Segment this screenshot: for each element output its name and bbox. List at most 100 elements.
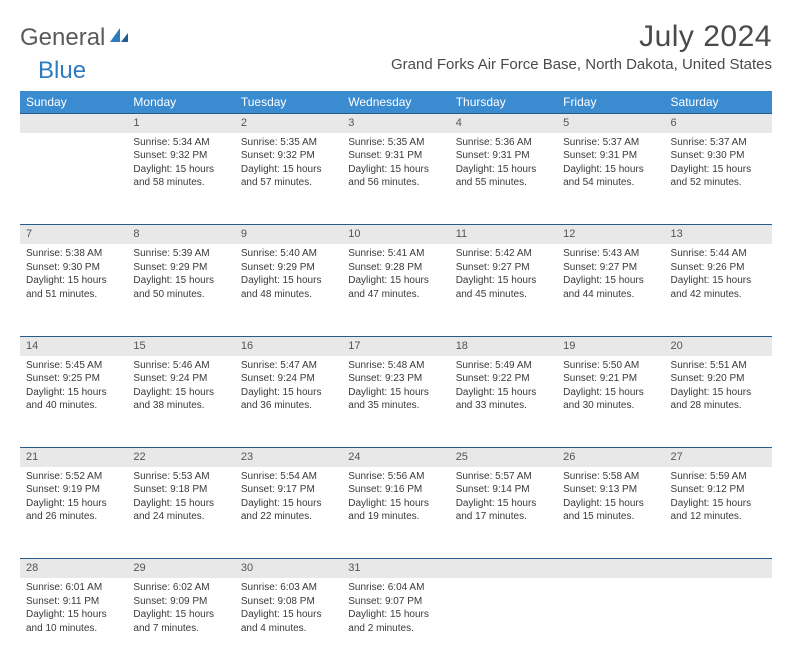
daylight-line: Daylight: 15 hours and 15 minutes.	[563, 497, 658, 524]
sunrise-line: Sunrise: 6:02 AM	[133, 581, 228, 595]
day-number-cell: 8	[127, 225, 234, 244]
day-number-cell: 5	[557, 114, 664, 133]
daylight-line: Daylight: 15 hours and 28 minutes.	[671, 386, 766, 413]
sunrise-line: Sunrise: 5:56 AM	[348, 470, 443, 484]
sunrise-line: Sunrise: 5:44 AM	[671, 247, 766, 261]
sunset-line: Sunset: 9:27 PM	[456, 261, 551, 275]
sunrise-line: Sunrise: 5:59 AM	[671, 470, 766, 484]
daylight-line: Daylight: 15 hours and 4 minutes.	[241, 608, 336, 635]
day-detail-cell: Sunrise: 5:36 AMSunset: 9:31 PMDaylight:…	[450, 133, 557, 225]
weekday-header: Friday	[557, 91, 664, 114]
week-detail-row: Sunrise: 5:38 AMSunset: 9:30 PMDaylight:…	[20, 244, 772, 336]
sunset-line: Sunset: 9:17 PM	[241, 483, 336, 497]
week-detail-row: Sunrise: 5:34 AMSunset: 9:32 PMDaylight:…	[20, 133, 772, 225]
sunset-line: Sunset: 9:29 PM	[241, 261, 336, 275]
day-number-cell: 1	[127, 114, 234, 133]
sunset-line: Sunset: 9:29 PM	[133, 261, 228, 275]
sunset-line: Sunset: 9:11 PM	[26, 595, 121, 609]
sunrise-line: Sunrise: 5:35 AM	[348, 136, 443, 150]
day-detail-cell: Sunrise: 6:04 AMSunset: 9:07 PMDaylight:…	[342, 578, 449, 670]
sunset-line: Sunset: 9:13 PM	[563, 483, 658, 497]
daylight-line: Daylight: 15 hours and 42 minutes.	[671, 274, 766, 301]
sunset-line: Sunset: 9:32 PM	[133, 149, 228, 163]
day-detail-cell: Sunrise: 5:41 AMSunset: 9:28 PMDaylight:…	[342, 244, 449, 336]
weekday-header: Saturday	[665, 91, 772, 114]
sunrise-line: Sunrise: 5:53 AM	[133, 470, 228, 484]
sunrise-line: Sunrise: 5:39 AM	[133, 247, 228, 261]
day-number-cell: 23	[235, 448, 342, 467]
sunrise-line: Sunrise: 5:46 AM	[133, 359, 228, 373]
sunset-line: Sunset: 9:14 PM	[456, 483, 551, 497]
day-detail-cell: Sunrise: 5:51 AMSunset: 9:20 PMDaylight:…	[665, 356, 772, 448]
sunset-line: Sunset: 9:31 PM	[348, 149, 443, 163]
day-number-cell: 6	[665, 114, 772, 133]
day-number-cell: 11	[450, 225, 557, 244]
day-number-cell: 30	[235, 559, 342, 578]
sunrise-line: Sunrise: 5:45 AM	[26, 359, 121, 373]
day-number-cell: 29	[127, 559, 234, 578]
sunset-line: Sunset: 9:30 PM	[26, 261, 121, 275]
sunrise-line: Sunrise: 5:40 AM	[241, 247, 336, 261]
day-detail-cell: Sunrise: 5:35 AMSunset: 9:32 PMDaylight:…	[235, 133, 342, 225]
day-detail-cell: Sunrise: 5:38 AMSunset: 9:30 PMDaylight:…	[20, 244, 127, 336]
sunrise-line: Sunrise: 5:34 AM	[133, 136, 228, 150]
daylight-line: Daylight: 15 hours and 2 minutes.	[348, 608, 443, 635]
day-detail-cell: Sunrise: 5:35 AMSunset: 9:31 PMDaylight:…	[342, 133, 449, 225]
daylight-line: Daylight: 15 hours and 12 minutes.	[671, 497, 766, 524]
day-detail-cell: Sunrise: 6:03 AMSunset: 9:08 PMDaylight:…	[235, 578, 342, 670]
daylight-line: Daylight: 15 hours and 38 minutes.	[133, 386, 228, 413]
day-number-cell: 16	[235, 336, 342, 355]
sunset-line: Sunset: 9:21 PM	[563, 372, 658, 386]
sunrise-line: Sunrise: 5:49 AM	[456, 359, 551, 373]
day-number-cell: 9	[235, 225, 342, 244]
daylight-line: Daylight: 15 hours and 44 minutes.	[563, 274, 658, 301]
daylight-line: Daylight: 15 hours and 55 minutes.	[456, 163, 551, 190]
sunrise-line: Sunrise: 5:48 AM	[348, 359, 443, 373]
daylight-line: Daylight: 15 hours and 40 minutes.	[26, 386, 121, 413]
sunset-line: Sunset: 9:22 PM	[456, 372, 551, 386]
sunrise-line: Sunrise: 5:42 AM	[456, 247, 551, 261]
day-detail-cell: Sunrise: 5:57 AMSunset: 9:14 PMDaylight:…	[450, 467, 557, 559]
day-number-cell: 7	[20, 225, 127, 244]
weekday-header: Monday	[127, 91, 234, 114]
sunrise-line: Sunrise: 5:51 AM	[671, 359, 766, 373]
sunset-line: Sunset: 9:08 PM	[241, 595, 336, 609]
daylight-line: Daylight: 15 hours and 56 minutes.	[348, 163, 443, 190]
day-detail-cell: Sunrise: 5:45 AMSunset: 9:25 PMDaylight:…	[20, 356, 127, 448]
day-number-cell	[450, 559, 557, 578]
day-detail-cell: Sunrise: 6:01 AMSunset: 9:11 PMDaylight:…	[20, 578, 127, 670]
day-number-cell: 15	[127, 336, 234, 355]
daylight-line: Daylight: 15 hours and 51 minutes.	[26, 274, 121, 301]
daylight-line: Daylight: 15 hours and 58 minutes.	[133, 163, 228, 190]
week-detail-row: Sunrise: 6:01 AMSunset: 9:11 PM Daylight:…	[20, 578, 772, 670]
day-number-cell: 10	[342, 225, 449, 244]
day-detail-cell	[665, 578, 772, 670]
day-detail-cell: Sunrise: 5:43 AMSunset: 9:27 PMDaylight:…	[557, 244, 664, 336]
day-number-cell: 14	[20, 336, 127, 355]
day-number-cell: 24	[342, 448, 449, 467]
daylight-line: Daylight: 15 hours and 50 minutes.	[133, 274, 228, 301]
sunrise-line: Sunrise: 5:36 AM	[456, 136, 551, 150]
daylight-line: Daylight: 15 hours and 7 minutes.	[133, 608, 228, 635]
week-daynum-row: 123456	[20, 114, 772, 133]
sunset-line: Sunset: 9:26 PM	[671, 261, 766, 275]
daylight-line: Daylight: 15 hours and 47 minutes.	[348, 274, 443, 301]
day-detail-cell	[557, 578, 664, 670]
sunrise-line: Sunrise: 6:01 AM	[26, 581, 121, 595]
day-detail-cell: Sunrise: 6:02 AMSunset: 9:09 PMDaylight:…	[127, 578, 234, 670]
daylight-line: Daylight: 15 hours and 24 minutes.	[133, 497, 228, 524]
day-number-cell: 22	[127, 448, 234, 467]
daylight-line: Daylight: 15 hours and 54 minutes.	[563, 163, 658, 190]
day-detail-cell: Sunrise: 5:49 AMSunset: 9:22 PMDaylight:…	[450, 356, 557, 448]
day-number-cell: 17	[342, 336, 449, 355]
sunset-line: Sunset: 9:18 PM	[133, 483, 228, 497]
day-detail-cell: Sunrise: 5:44 AMSunset: 9:26 PMDaylight:…	[665, 244, 772, 336]
sunrise-line: Sunrise: 5:57 AM	[456, 470, 551, 484]
sunset-line: Sunset: 9:28 PM	[348, 261, 443, 275]
sunset-line: Sunset: 9:31 PM	[456, 149, 551, 163]
day-detail-cell: Sunrise: 5:54 AMSunset: 9:17 PMDaylight:…	[235, 467, 342, 559]
sunrise-line: Sunrise: 5:50 AM	[563, 359, 658, 373]
sunset-line: Sunset: 9:23 PM	[348, 372, 443, 386]
sunrise-line: Sunrise: 5:35 AM	[241, 136, 336, 150]
weekday-header-row: Sunday Monday Tuesday Wednesday Thursday…	[20, 91, 772, 114]
